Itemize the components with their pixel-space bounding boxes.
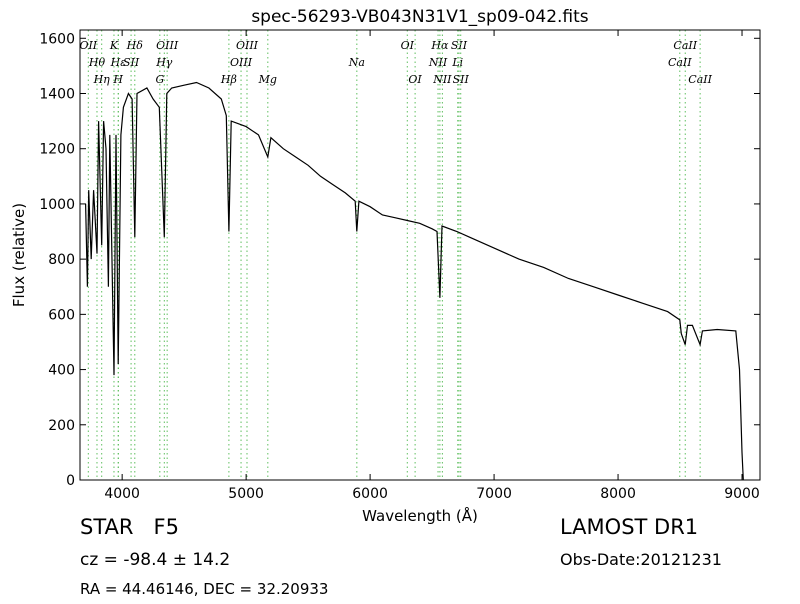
redshift: cz = -98.4 ± 14.2 bbox=[80, 550, 230, 570]
spectral-line-label: Hγ bbox=[155, 56, 173, 69]
plot-frame bbox=[79, 29, 761, 481]
y-tick-label: 600 bbox=[48, 307, 75, 323]
spectral-line-label: OIII bbox=[230, 56, 253, 69]
plot-area: OIIHθHηKHεHHδSIIGOIIIHγHβOIIIOIIIMgOINaO… bbox=[39, 29, 761, 502]
spectral-line-label: SII bbox=[123, 56, 140, 69]
spectral-line-label: OI bbox=[408, 73, 422, 86]
spectral-line-label: NII bbox=[432, 73, 452, 86]
spectral-line-label: OIII bbox=[236, 39, 259, 52]
y-tick-label: 1400 bbox=[39, 86, 75, 102]
obs-date: Obs-Date:20121231 bbox=[560, 550, 722, 569]
y-axis-label: Flux (relative) bbox=[10, 203, 28, 307]
spectral-line-label: OII bbox=[79, 39, 97, 52]
y-tick-label: 0 bbox=[66, 473, 75, 489]
y-tick-label: 800 bbox=[48, 252, 75, 268]
spectral-line-label: Li bbox=[451, 56, 463, 69]
x-tick-label: 6000 bbox=[352, 486, 388, 502]
x-tick-label: 8000 bbox=[600, 486, 636, 502]
x-tick-label: 5000 bbox=[228, 486, 264, 502]
x-tick-label: 4000 bbox=[104, 486, 140, 502]
spectral-line-label: OI bbox=[401, 39, 415, 52]
x-tick-label: 9000 bbox=[724, 486, 760, 502]
y-tick-label: 1600 bbox=[39, 31, 75, 47]
y-tick-label: 1000 bbox=[39, 197, 75, 213]
y-tick-label: 1200 bbox=[39, 142, 75, 158]
spectral-line-label: CaII bbox=[688, 73, 712, 86]
spectral-line-label: Hη bbox=[93, 73, 111, 86]
spectral-line-label: Na bbox=[348, 56, 365, 69]
spectral-line-label: CaII bbox=[673, 39, 697, 52]
spectral-line-label: Hβ bbox=[220, 73, 237, 86]
spectral-line-label: H bbox=[112, 73, 123, 86]
spectral-line-label: SII bbox=[453, 73, 470, 86]
spectral-line-label: NII bbox=[428, 56, 448, 69]
chart-title: spec-56293-VB043N31V1_sp09-042.fits bbox=[251, 7, 588, 27]
coordinates: RA = 44.46146, DEC = 32.20933 bbox=[80, 580, 328, 598]
object-class: STAR F5 bbox=[80, 515, 179, 539]
spectral-line-label: SII bbox=[451, 39, 468, 52]
spectral-line-label: Mg bbox=[258, 73, 277, 86]
spectral-line-label: CaII bbox=[668, 56, 692, 69]
spectral-line-label: K bbox=[109, 39, 119, 52]
spectrum-line bbox=[85, 81, 744, 481]
survey: LAMOST DR1 bbox=[560, 515, 698, 539]
x-tick-label: 7000 bbox=[476, 486, 512, 502]
x-axis-label: Wavelength (Å) bbox=[362, 506, 478, 525]
spectral-line-label: Hα bbox=[430, 39, 449, 52]
y-tick-label: 400 bbox=[48, 363, 75, 379]
spectral-line-label: Hδ bbox=[126, 39, 144, 52]
spectral-line-label: Hθ bbox=[88, 56, 106, 69]
spectral-line-label: OIII bbox=[156, 39, 179, 52]
spectral-line-label: G bbox=[155, 73, 164, 86]
y-tick-label: 200 bbox=[48, 418, 75, 434]
